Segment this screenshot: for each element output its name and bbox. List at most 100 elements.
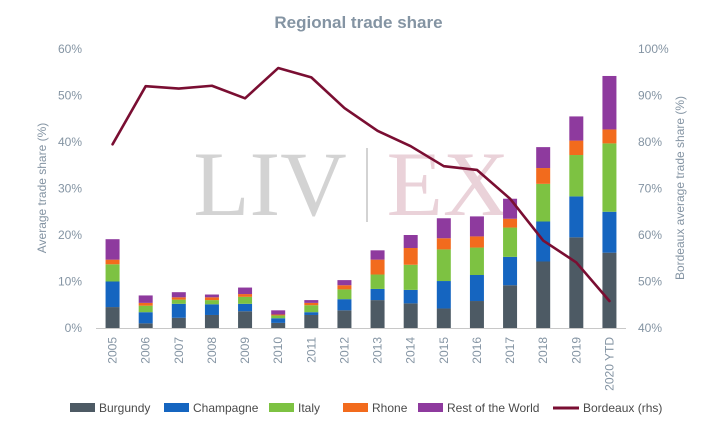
y2-tick-label: 60% bbox=[638, 228, 662, 242]
x-tick-label: 2013 bbox=[371, 337, 385, 364]
bar-burgundy-2014 bbox=[403, 303, 418, 328]
bars bbox=[105, 75, 617, 328]
y-tick-label: 30% bbox=[58, 182, 82, 196]
bar-champagne-2014 bbox=[403, 289, 418, 304]
bar-rhone-2013 bbox=[370, 259, 385, 275]
y2-tick-label: 50% bbox=[638, 275, 662, 289]
x-tick-label: 2017 bbox=[503, 337, 517, 364]
bordeaux-line-group bbox=[111, 66, 611, 303]
y-tick-label: 10% bbox=[58, 275, 82, 289]
y2-axis-title: Bordeaux average trade share (%) bbox=[673, 96, 687, 280]
bar-rhone-2016 bbox=[469, 236, 484, 248]
bar-champagne-2015 bbox=[436, 281, 451, 309]
bar-italy-2010 bbox=[271, 315, 286, 319]
bar-burgundy-2012 bbox=[337, 310, 352, 328]
bar-burgundy-2006 bbox=[138, 323, 153, 328]
bar-burgundy-2015 bbox=[436, 308, 451, 328]
legend: Burgundy Champagne Italy Rhone Rest of the W… bbox=[70, 401, 662, 415]
x-tick-label: 2018 bbox=[536, 337, 550, 364]
bar-rhone-2011 bbox=[304, 302, 319, 306]
watermark: LIV EX bbox=[193, 133, 509, 235]
legend-label-champagne: Champagne bbox=[193, 401, 259, 415]
bar-champagne-2005 bbox=[105, 281, 120, 308]
bar-burgundy-2007 bbox=[171, 317, 186, 328]
bar-champagne-2020-ytd bbox=[602, 211, 617, 253]
bar-rhone-2015 bbox=[436, 238, 451, 250]
bar-champagne-2016 bbox=[469, 274, 484, 302]
chart-title: Regional trade share bbox=[274, 13, 442, 32]
bar-rest-of-the-world-2016 bbox=[469, 216, 484, 237]
y2-tick-label: 100% bbox=[638, 42, 669, 56]
bar-italy-2017 bbox=[503, 227, 518, 257]
bar-burgundy-2009 bbox=[238, 311, 253, 328]
bar-rest-of-the-world-2011 bbox=[304, 300, 319, 303]
bar-champagne-2017 bbox=[503, 256, 518, 286]
bar-rhone-2014 bbox=[403, 248, 418, 265]
x-tick-label: 2010 bbox=[271, 337, 285, 364]
x-tick-label: 2011 bbox=[304, 337, 318, 363]
bar-rhone-2007 bbox=[171, 297, 186, 300]
x-tick-label: 2019 bbox=[569, 337, 583, 364]
bar-rhone-2009 bbox=[238, 294, 253, 297]
bar-champagne-2010 bbox=[271, 318, 286, 323]
bar-italy-2018 bbox=[536, 183, 551, 222]
x-tick-label: 2006 bbox=[139, 337, 153, 364]
bar-rhone-2018 bbox=[536, 168, 551, 184]
legend-label-italy: Italy bbox=[298, 401, 320, 415]
y-tick-label: 20% bbox=[58, 228, 82, 242]
y-axis-title: Average trade share (%) bbox=[35, 123, 49, 254]
bar-champagne-2013 bbox=[370, 288, 385, 301]
bar-rhone-2020-ytd bbox=[602, 129, 617, 144]
y2-tick-label: 80% bbox=[638, 135, 662, 149]
legend-swatch-rest-of-the-world bbox=[418, 403, 443, 412]
bar-rest-of-the-world-2020-ytd bbox=[602, 75, 617, 130]
bar-rhone-2017 bbox=[503, 218, 518, 228]
bar-italy-2020-ytd bbox=[602, 143, 617, 212]
bar-italy-2008 bbox=[204, 300, 219, 305]
bar-italy-2006 bbox=[138, 305, 153, 313]
legend-swatch-champagne bbox=[164, 403, 189, 412]
bar-italy-2015 bbox=[436, 249, 451, 282]
bar-burgundy-2005 bbox=[105, 307, 120, 328]
bar-rest-of-the-world-2013 bbox=[370, 250, 385, 260]
bar-rhone-2005 bbox=[105, 259, 120, 265]
bar-rhone-2006 bbox=[138, 302, 153, 306]
legend-swatch-italy bbox=[269, 403, 294, 412]
axes: 0% 10% 20% 30% 40% 50% 60% 40% 50% 60% 70% 80% 90% 10… bbox=[58, 42, 669, 391]
bar-italy-2012 bbox=[337, 289, 352, 300]
x-tick-label: 2012 bbox=[337, 337, 351, 364]
bar-italy-2011 bbox=[304, 305, 319, 313]
bar-italy-2007 bbox=[171, 299, 186, 304]
x-tick-label: 2015 bbox=[437, 337, 451, 364]
y2-tick-label: 40% bbox=[638, 321, 662, 335]
x-tick-label: 2020 YTD bbox=[602, 337, 616, 391]
bar-champagne-2009 bbox=[238, 303, 253, 312]
watermark-ex: EX bbox=[387, 133, 510, 235]
bar-rest-of-the-world-2006 bbox=[138, 295, 153, 303]
bar-rest-of-the-world-2018 bbox=[536, 147, 551, 169]
watermark-liv: LIV bbox=[193, 133, 346, 235]
y-tick-label: 60% bbox=[58, 42, 82, 56]
bar-burgundy-2010 bbox=[271, 322, 286, 328]
x-tick-label: 2009 bbox=[238, 337, 252, 364]
bar-rhone-2008 bbox=[204, 297, 219, 301]
bar-burgundy-2020-ytd bbox=[602, 252, 617, 328]
bordeaux-line bbox=[111, 66, 611, 303]
legend-swatch-rhone bbox=[343, 403, 368, 412]
bar-italy-2005 bbox=[105, 264, 120, 282]
bar-champagne-2011 bbox=[304, 312, 319, 315]
bar-champagne-2012 bbox=[337, 299, 352, 311]
legend-swatch-burgundy bbox=[70, 403, 95, 412]
legend-label-burgundy: Burgundy bbox=[99, 401, 150, 415]
bar-rest-of-the-world-2007 bbox=[171, 292, 186, 298]
bar-italy-2019 bbox=[569, 155, 584, 197]
bar-rest-of-the-world-2015 bbox=[436, 218, 451, 239]
bar-rest-of-the-world-2010 bbox=[271, 310, 286, 315]
bar-rhone-2012 bbox=[337, 285, 352, 290]
bar-burgundy-2018 bbox=[536, 261, 551, 328]
legend-label-rest-of-the-world: Rest of the World bbox=[447, 401, 539, 415]
x-tick-label: 2005 bbox=[106, 337, 120, 364]
bar-rest-of-the-world-2017 bbox=[503, 198, 518, 219]
